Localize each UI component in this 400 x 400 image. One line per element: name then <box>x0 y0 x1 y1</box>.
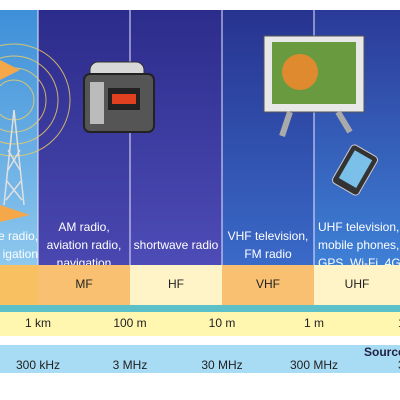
wavelength-label: 1 km <box>25 316 51 330</box>
column-label: mobile phones, <box>318 238 399 252</box>
wavelength-label: 10 <box>398 316 400 330</box>
band-labels: MF HF VHF UHF <box>75 277 369 291</box>
column-label: aviation radio, <box>47 238 122 252</box>
column-bg <box>0 10 38 265</box>
frequency-label: 3 MHz <box>113 358 148 372</box>
frequency-label: 3 <box>398 358 400 372</box>
phone-icon <box>331 144 379 196</box>
column-label: AM radio, <box>58 220 109 234</box>
wavelength-row <box>0 312 400 336</box>
frequency-labels: 300 kHz 3 MHz 30 MHz 300 MHz 3 <box>16 358 400 372</box>
column-label: igation <box>3 247 38 261</box>
frequency-row <box>0 345 400 373</box>
column-label: FM radio <box>244 247 292 261</box>
wavelength-label: 100 m <box>113 316 146 330</box>
band-label: MF <box>75 277 92 291</box>
band-row <box>0 265 400 305</box>
wavelength-label: 10 m <box>209 316 236 330</box>
column-bg <box>130 10 222 265</box>
band-label: HF <box>168 277 184 291</box>
frequency-label: 300 kHz <box>16 358 60 372</box>
source: Source <box>364 345 400 359</box>
wavelength-label: 1 m <box>304 316 324 330</box>
band-label: VHF <box>256 277 280 291</box>
column-bg <box>38 10 130 265</box>
tv-icon <box>263 35 365 137</box>
strip <box>0 305 400 312</box>
frequency-label: 30 MHz <box>201 358 242 372</box>
frequency-label: 300 MHz <box>290 358 338 372</box>
column-label: UHF television, <box>318 220 399 234</box>
tower-icon <box>0 43 71 222</box>
wavelength-labels: 1 km 100 m 10 m 1 m 10 <box>25 316 400 330</box>
gap <box>0 336 400 345</box>
band-label: UHF <box>345 277 370 291</box>
column-label: e radio, <box>0 229 38 243</box>
column-label: VHF television, <box>228 229 309 243</box>
column-label: shortwave radio <box>134 238 219 252</box>
clock-radio-icon <box>83 61 155 133</box>
